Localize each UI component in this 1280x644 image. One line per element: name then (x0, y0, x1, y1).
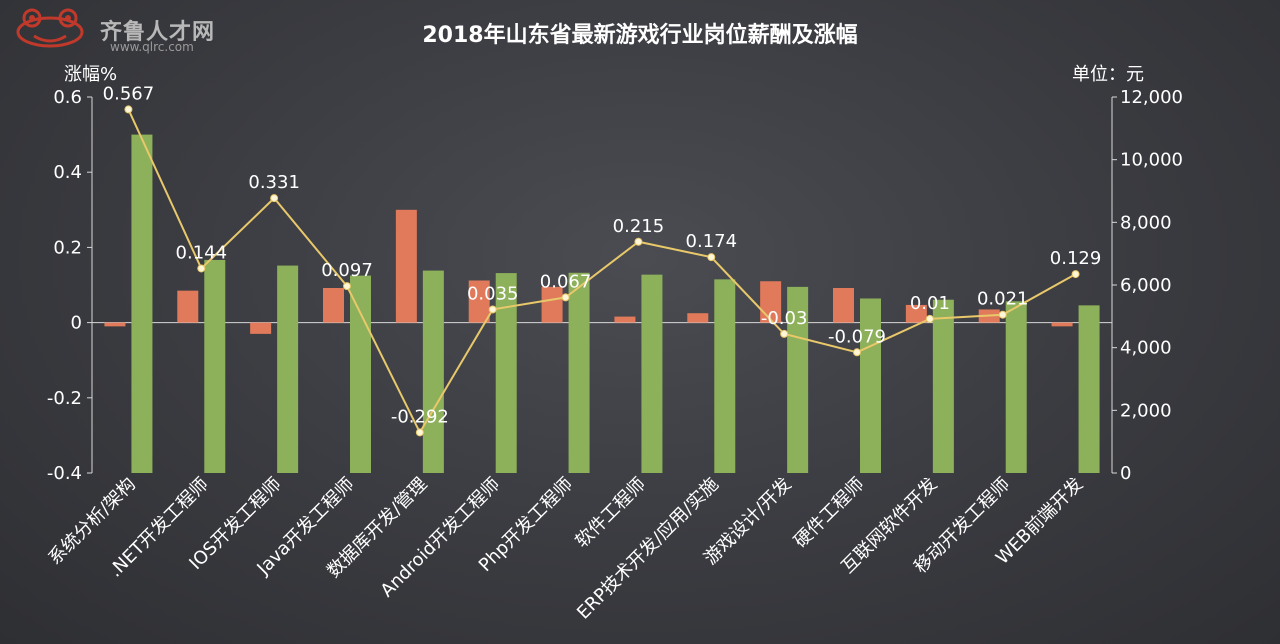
orange-bar (1051, 322, 1073, 327)
growth-value-label: -0.079 (828, 326, 886, 347)
green-bar (1005, 301, 1027, 473)
orange-bar (614, 316, 636, 323)
right-tick-label: 12,000 (1120, 87, 1183, 108)
right-tick-label: 10,000 (1120, 150, 1183, 171)
growth-point (780, 329, 789, 338)
orange-bar (104, 322, 126, 327)
green-bar (277, 265, 299, 473)
site-logo[interactable]: 齐鲁人才网 www.qlrc.com (12, 6, 242, 54)
growth-value-label: 0.129 (1050, 248, 1102, 269)
left-tick-label: -0.2 (47, 388, 82, 409)
orange-bar (687, 313, 709, 323)
orange-bar (468, 280, 490, 323)
growth-point (925, 314, 934, 323)
green-bar (641, 274, 663, 473)
orange-bar (395, 209, 417, 323)
x-tick-label: 硬件工程师 (790, 474, 868, 552)
green-bar (204, 259, 226, 473)
left-tick-label: 0 (71, 313, 82, 334)
right-tick-label: 6,000 (1120, 275, 1172, 296)
x-tick-label: ERP技术开发/应用/实施 (573, 474, 723, 624)
left-tick-label: 0.2 (53, 237, 82, 258)
line-value-labels: 0.567 0.144 0.331 0.097 -0.292 0.035 0.067 0.21… (103, 83, 1102, 427)
orange-bar (833, 288, 854, 323)
green-bar (714, 279, 736, 473)
growth-value-label: 0.067 (540, 271, 592, 292)
line-series (124, 105, 1080, 437)
right-tick-label: 0 (1120, 463, 1131, 484)
green-bar (1078, 305, 1100, 473)
growth-value-label: 0.331 (248, 172, 300, 193)
green-bar (131, 134, 153, 473)
right-axis-label: 单位：元 (1072, 64, 1144, 85)
right-tick-label: 8,000 (1120, 212, 1172, 233)
growth-point (561, 293, 570, 302)
orange-bar (541, 286, 563, 323)
left-tick-label: 0.4 (53, 162, 82, 183)
left-axis-label: 涨幅% (64, 64, 117, 85)
orange-bar (250, 322, 272, 334)
orange-bar (177, 290, 199, 323)
growth-value-label: -0.03 (761, 308, 808, 329)
growth-point (197, 264, 206, 273)
left-tick-label: 0.6 (53, 87, 82, 108)
growth-point (343, 282, 351, 291)
logo-text: 齐鲁人才网 (100, 20, 216, 45)
left-tick-label: -0.4 (47, 463, 82, 484)
growth-value-label: 0.035 (467, 283, 519, 304)
growth-point (488, 305, 497, 314)
growth-point (634, 237, 643, 246)
growth-point (270, 194, 279, 203)
axes-group: -0.4 -0.2 0 0.2 0.4 0.6 0 2,000 4,000 6,000 8,000 1… (47, 87, 1183, 484)
x-tick-label: 软件工程师 (571, 474, 649, 552)
bar-series-1 (104, 209, 1073, 334)
growth-value-label: 0.021 (977, 289, 1029, 310)
growth-point (853, 348, 861, 357)
green-bar (860, 298, 881, 473)
right-tick-label: 4,000 (1120, 338, 1172, 359)
growth-value-label: -0.292 (391, 406, 449, 427)
growth-value-label: 0.144 (176, 242, 228, 263)
bar-series-2 (131, 134, 1100, 473)
orange-bar (323, 288, 344, 323)
green-bar (495, 273, 517, 473)
growth-point (998, 310, 1007, 319)
green-bar (568, 272, 590, 473)
growth-point (707, 253, 716, 262)
right-tick-label: 2,000 (1120, 400, 1172, 421)
growth-value-label: 0.174 (686, 231, 738, 252)
chart-title: 2018年山东省最新游戏行业岗位薪酬及涨幅 (422, 22, 857, 48)
green-bar (350, 275, 371, 473)
growth-value-label: 0.215 (613, 216, 665, 237)
growth-value-label: 0.567 (103, 83, 155, 104)
growth-value-label: 0.097 (321, 260, 373, 281)
orange-bar (760, 281, 782, 323)
growth-point (1071, 270, 1080, 279)
logo-url: www.qlrc.com (110, 40, 194, 54)
frog-logo-icon (16, 8, 84, 48)
orange-bar (905, 304, 927, 323)
green-bar (422, 270, 444, 473)
growth-line (127, 108, 1077, 435)
green-bar (932, 299, 954, 473)
x-axis-labels: 系统分析/架构.NET开发工程师IOS开发工程师Java开发工程师数据库开发/管… (44, 474, 1087, 624)
green-bar (787, 286, 809, 473)
x-tick-label: Android开发工程师 (377, 474, 505, 602)
growth-value-label: 0.01 (910, 293, 950, 314)
growth-point (124, 105, 133, 114)
growth-point (415, 428, 424, 437)
